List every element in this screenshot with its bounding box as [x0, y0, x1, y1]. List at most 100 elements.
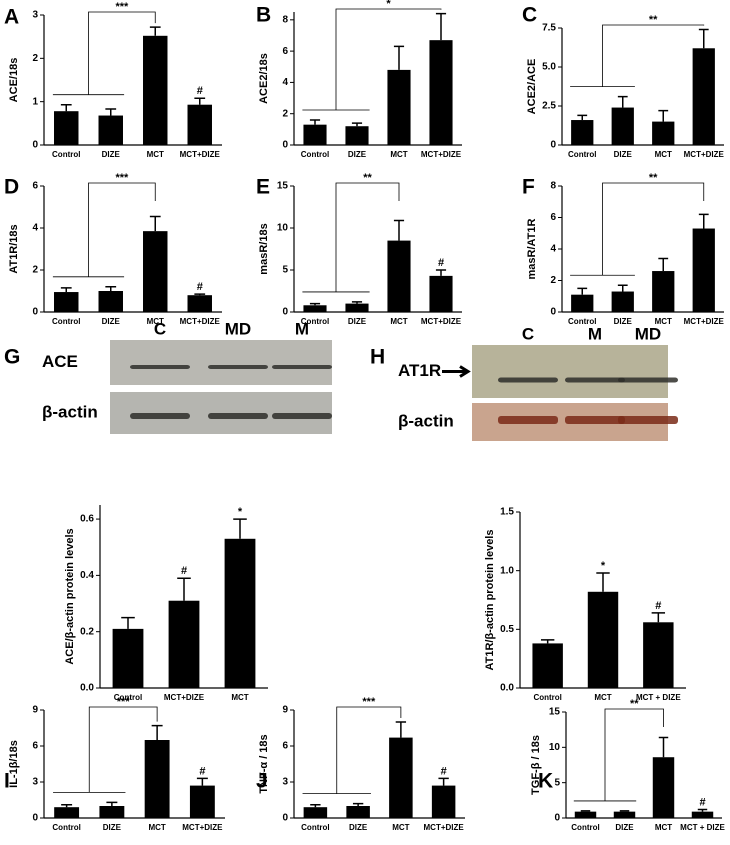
panel-letter: J — [256, 770, 268, 793]
bar — [98, 291, 123, 312]
panel: K 0 5 10 15 TGF-β / 18s Control DIZE MCT MCT + DI… — [530, 698, 726, 832]
y-tick-label: 10 — [277, 223, 289, 234]
blot-band — [565, 416, 625, 424]
bar — [652, 121, 675, 145]
blot-image — [472, 345, 668, 398]
error-bar — [151, 724, 163, 740]
y-axis-label: ACE2/18s — [258, 53, 270, 104]
x-tick-label: DIZE — [103, 823, 122, 832]
y-tick-label: 0 — [32, 813, 38, 824]
y-tick-label: 0.6 — [80, 514, 94, 525]
significance-mark: # — [438, 257, 444, 269]
y-axis-label: ACE2/ACE — [526, 59, 538, 115]
bar — [98, 115, 123, 145]
error-bar — [393, 45, 405, 70]
bar — [692, 48, 715, 145]
y-tick-label: 6 — [550, 212, 556, 223]
error-bar — [698, 28, 709, 49]
panel: C 0 2.5 5.0 7.5 ACE2/ACE Control DIZE MCT MCT+DIZ… — [522, 4, 725, 160]
error-bar — [658, 736, 669, 758]
error-bar — [60, 287, 72, 293]
y-tick-label: 0 — [282, 140, 288, 151]
x-tick-label: DIZE — [615, 823, 634, 832]
significance-label: ** — [649, 172, 658, 184]
panel-letter: D — [4, 176, 19, 199]
error-bar — [393, 219, 405, 241]
x-tick-label: MCT — [148, 823, 165, 832]
bar — [303, 124, 327, 145]
x-tick-label: Control — [52, 317, 80, 326]
blot-band — [208, 365, 268, 369]
error-bar — [309, 119, 321, 125]
panel: J 0 3 6 9 TNF-α / 18s Control DIZE MCT MCT+DIZE # *… — [256, 696, 465, 832]
error-bar — [351, 301, 363, 304]
x-tick-label: Control — [52, 823, 80, 832]
significance-mark: * — [601, 560, 606, 572]
arrow — [442, 365, 471, 378]
x-tick-label: MCT — [390, 317, 407, 326]
panel-letter: G — [4, 346, 20, 369]
y-tick-label: 0 — [32, 140, 38, 151]
significance-mark: # — [197, 281, 203, 293]
x-tick-label: MCT — [231, 693, 248, 702]
y-axis-label: ACE/β-actin protein levels — [64, 528, 76, 664]
panel: D 0 2 4 6 AT1R/18s Control DIZE MCT MCT+DIZE # *** — [4, 172, 222, 326]
y-tick-label: 2 — [32, 53, 38, 64]
bar — [571, 120, 594, 145]
error-bar — [149, 215, 161, 232]
x-tick-label: MCT+DIZE — [164, 693, 205, 702]
bar — [168, 600, 200, 688]
y-tick-label: 0 — [550, 140, 556, 151]
y-tick-label: 0.0 — [500, 683, 514, 694]
bar — [144, 740, 170, 818]
x-tick-label: Control — [114, 693, 142, 702]
blot-band — [498, 377, 558, 383]
bar — [574, 811, 597, 818]
bar — [429, 40, 453, 146]
x-tick-label: DIZE — [614, 317, 633, 326]
error-bar — [149, 26, 161, 36]
bar — [532, 643, 563, 688]
blot-band — [130, 413, 190, 419]
significance-bracket — [53, 706, 158, 793]
y-tick-label: 9 — [32, 705, 38, 716]
panel-letter: K — [538, 770, 553, 793]
significance-mark: # — [655, 600, 661, 612]
error-bar — [351, 122, 363, 127]
x-tick-label: MCT+DIZE — [180, 150, 221, 159]
panel: F 0 2 4 6 8 masR/AT1R Control DIZE MCT MCT+DIZE ** — [522, 172, 725, 326]
y-tick-label: 3 — [32, 10, 38, 21]
bar — [692, 228, 715, 312]
x-tick-label: MCT — [147, 150, 164, 159]
y-tick-label: 0 — [554, 813, 560, 824]
bar — [189, 785, 215, 818]
bar — [54, 292, 79, 312]
significance-label: ** — [649, 14, 658, 26]
y-axis-label: AT1R/18s — [8, 224, 20, 273]
significance-bracket — [52, 182, 156, 278]
panel-letter: B — [256, 4, 271, 27]
bar — [431, 785, 456, 818]
y-tick-label: 1 — [32, 96, 38, 107]
x-tick-label: MCT — [594, 693, 611, 702]
significance-label: ** — [630, 698, 639, 710]
bar — [99, 806, 125, 818]
error-bar — [194, 293, 206, 296]
x-tick-label: MCT — [655, 317, 672, 326]
y-axis-label: TNF-α / 18s — [258, 734, 270, 793]
y-tick-label: 0.2 — [80, 626, 94, 637]
bar — [187, 295, 212, 312]
blot-band — [208, 413, 268, 419]
error-bar — [106, 801, 118, 806]
error-bar — [196, 777, 208, 786]
blot-band — [618, 377, 678, 383]
significance-mark: # — [197, 85, 203, 97]
x-tick-label: Control — [568, 317, 596, 326]
x-tick-label: MCT — [147, 317, 164, 326]
bar — [345, 126, 369, 145]
error-bar — [619, 810, 630, 812]
x-tick-label: DIZE — [348, 317, 367, 326]
blot-band — [272, 365, 332, 369]
panel-letter: E — [256, 176, 270, 199]
